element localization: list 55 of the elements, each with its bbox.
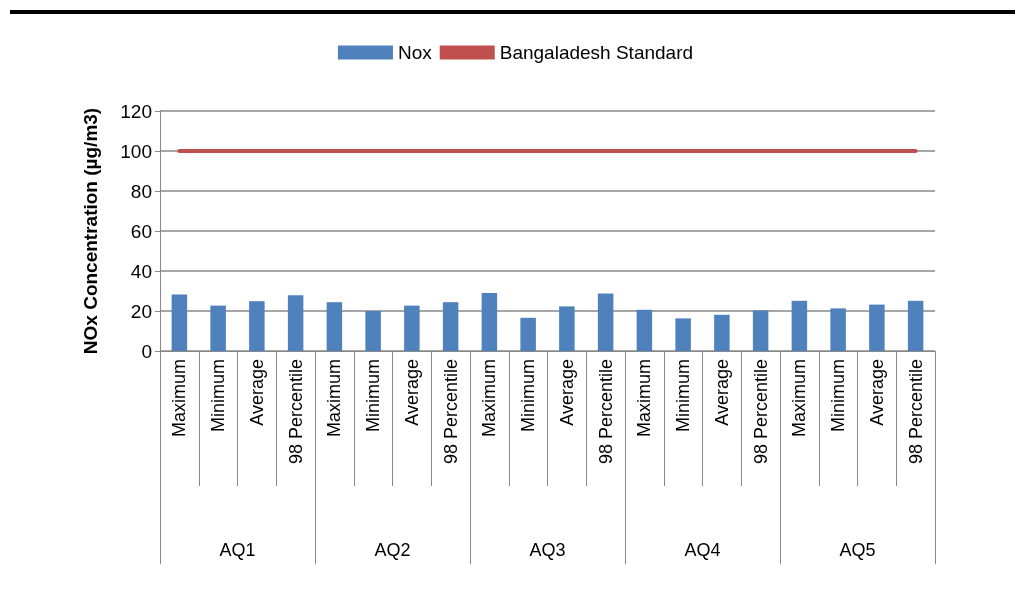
- text: AQ1: [219, 540, 256, 560]
- x-tick-label: 98 Percentile: [750, 359, 771, 465]
- text: AQ5: [839, 540, 876, 560]
- bar: [404, 305, 420, 351]
- bar: [442, 302, 459, 351]
- bar: [249, 301, 265, 351]
- bar: [907, 300, 924, 351]
- y-tick-label: 60: [130, 220, 152, 242]
- bar: [171, 294, 188, 351]
- bar: [326, 302, 343, 351]
- bar: [791, 300, 808, 351]
- bar: [714, 314, 730, 351]
- bar: [481, 293, 498, 351]
- legend-label: Nox: [397, 42, 433, 63]
- bar: [752, 310, 769, 351]
- bar: [365, 311, 381, 351]
- y-tick-label: 0: [141, 340, 152, 362]
- bar: [210, 305, 226, 351]
- x-tick-label: Minimum: [828, 359, 849, 433]
- x-tick-label: 98 Percentile: [440, 359, 461, 465]
- y-tick-label: 40: [130, 260, 152, 282]
- bar: [287, 295, 304, 351]
- y-tick-label: 20: [130, 300, 152, 322]
- bar: [520, 317, 536, 351]
- bar: [597, 293, 614, 351]
- x-tick-label: Average: [711, 359, 732, 426]
- x-tick-label: Maximum: [324, 359, 345, 438]
- text: AQ3: [529, 540, 566, 560]
- x-tick-label: Average: [866, 359, 887, 426]
- x-tick-label: Minimum: [518, 359, 539, 433]
- x-tick-label: Average: [556, 359, 577, 426]
- x-tick-label: Average: [246, 359, 267, 426]
- x-tick-label: 98 Percentile: [285, 359, 306, 465]
- x-tick-label: Maximum: [789, 359, 810, 438]
- legend-label: Bangaladesh Standard: [499, 42, 694, 63]
- y-axis-title: NOx Concentration (µg/m3): [80, 107, 101, 355]
- x-tick-label: 98 Percentile: [595, 359, 616, 465]
- y-tick-label: 120: [120, 100, 152, 122]
- x-tick-label: Maximum: [634, 359, 655, 438]
- x-tick-label: Minimum: [208, 359, 229, 433]
- bar: [830, 308, 846, 351]
- text: AQ4: [684, 540, 721, 560]
- bar: [869, 304, 885, 351]
- x-tick-label: 98 Percentile: [905, 359, 926, 465]
- x-tick-label: Average: [401, 359, 422, 426]
- y-tick-label: 100: [120, 140, 152, 162]
- x-tick-label: Maximum: [169, 359, 190, 438]
- y-tick-label: 80: [130, 180, 152, 202]
- x-tick-label: Minimum: [673, 359, 694, 433]
- bar: [559, 306, 575, 351]
- x-tick-label: Minimum: [363, 359, 384, 433]
- bar: [675, 318, 691, 351]
- x-tick-label: Maximum: [479, 359, 500, 438]
- text: AQ2: [374, 540, 411, 560]
- bar: [636, 309, 653, 351]
